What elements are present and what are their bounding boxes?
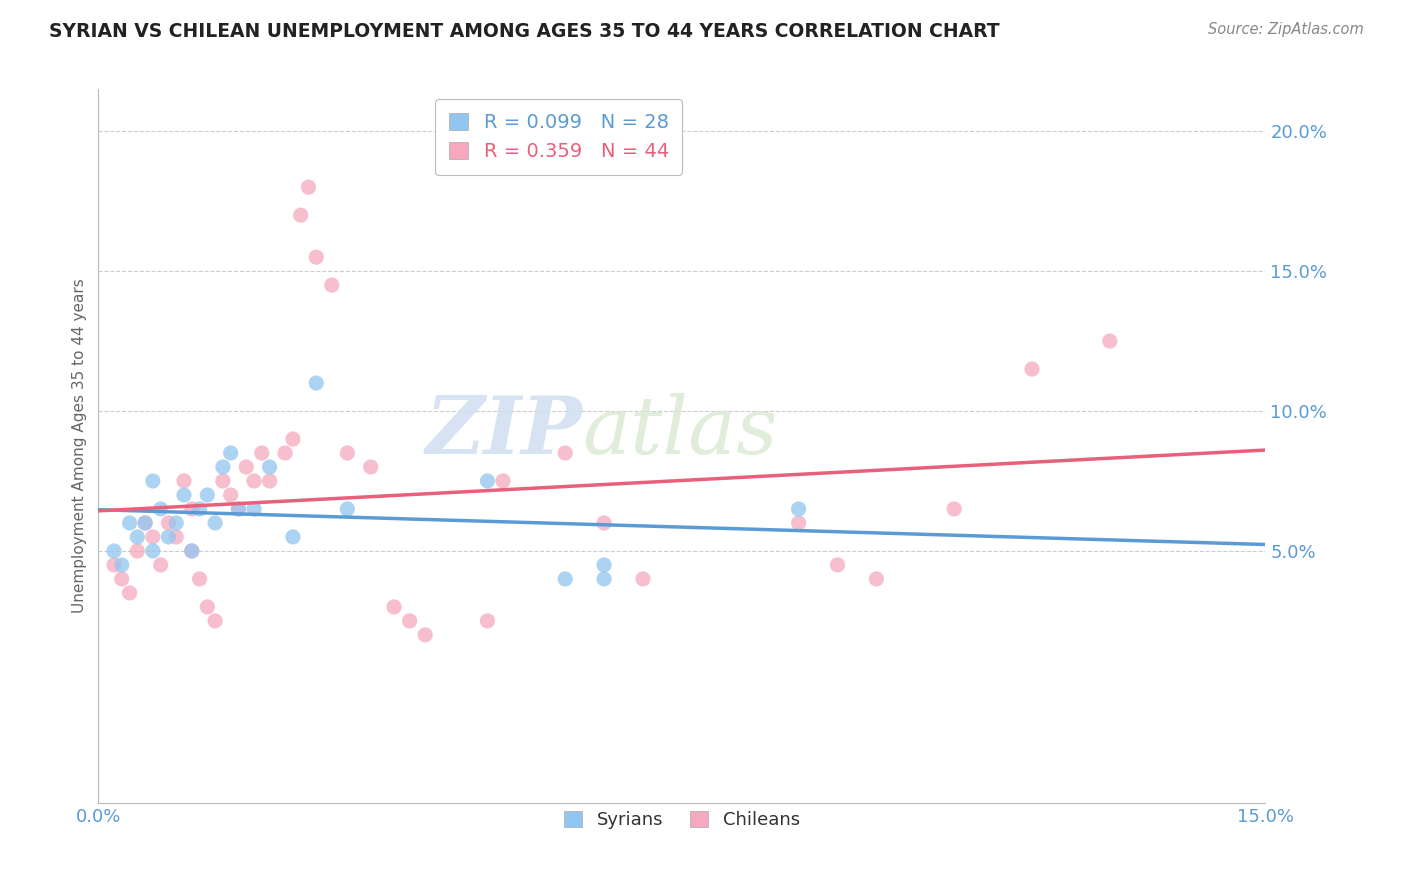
Point <box>281 530 304 544</box>
Point <box>554 446 576 460</box>
Point <box>243 474 266 488</box>
Point <box>149 558 172 572</box>
Point <box>943 502 966 516</box>
Point <box>259 460 281 475</box>
Y-axis label: Unemployment Among Ages 35 to 44 years: Unemployment Among Ages 35 to 44 years <box>72 278 87 614</box>
Point <box>165 516 187 530</box>
Legend: Syrians, Chileans: Syrians, Chileans <box>557 804 807 837</box>
Point <box>111 572 134 586</box>
Point <box>188 572 211 586</box>
Point <box>274 446 297 460</box>
Point <box>477 614 499 628</box>
Point <box>631 572 654 586</box>
Point <box>149 502 172 516</box>
Point <box>593 572 616 586</box>
Point <box>228 502 250 516</box>
Point <box>787 516 810 530</box>
Point <box>157 530 180 544</box>
Point <box>259 474 281 488</box>
Point <box>204 516 226 530</box>
Point <box>173 488 195 502</box>
Point <box>1021 362 1043 376</box>
Point <box>219 488 242 502</box>
Text: atlas: atlas <box>582 393 778 470</box>
Point <box>413 628 436 642</box>
Point <box>127 530 149 544</box>
Point <box>173 474 195 488</box>
Point <box>142 530 165 544</box>
Point <box>180 502 202 516</box>
Point <box>180 544 202 558</box>
Point <box>305 376 328 390</box>
Point <box>103 544 125 558</box>
Point <box>212 474 235 488</box>
Point <box>243 502 266 516</box>
Text: SYRIAN VS CHILEAN UNEMPLOYMENT AMONG AGES 35 TO 44 YEARS CORRELATION CHART: SYRIAN VS CHILEAN UNEMPLOYMENT AMONG AGE… <box>49 22 1000 41</box>
Point <box>195 488 218 502</box>
Point <box>219 446 242 460</box>
Point <box>281 432 304 446</box>
Point <box>235 460 257 475</box>
Point <box>787 502 810 516</box>
Point <box>492 474 515 488</box>
Point <box>360 460 382 475</box>
Point <box>111 558 134 572</box>
Point <box>118 516 141 530</box>
Point <box>204 614 226 628</box>
Point <box>165 530 187 544</box>
Point <box>157 516 180 530</box>
Point <box>305 250 328 264</box>
Point <box>477 474 499 488</box>
Point <box>554 572 576 586</box>
Point <box>212 460 235 475</box>
Point <box>398 614 420 628</box>
Point <box>382 599 405 614</box>
Point <box>593 516 616 530</box>
Point <box>127 544 149 558</box>
Point <box>827 558 849 572</box>
Point <box>118 586 141 600</box>
Point <box>103 558 125 572</box>
Point <box>142 474 165 488</box>
Point <box>865 572 887 586</box>
Point <box>188 502 211 516</box>
Point <box>180 544 202 558</box>
Point <box>290 208 312 222</box>
Point <box>297 180 319 194</box>
Text: Source: ZipAtlas.com: Source: ZipAtlas.com <box>1208 22 1364 37</box>
Point <box>134 516 156 530</box>
Text: ZIP: ZIP <box>426 393 582 470</box>
Point <box>336 446 359 460</box>
Point <box>134 516 156 530</box>
Point <box>195 599 218 614</box>
Point <box>321 278 343 293</box>
Point <box>336 502 359 516</box>
Point <box>250 446 273 460</box>
Point <box>228 502 250 516</box>
Point <box>593 558 616 572</box>
Point <box>1098 334 1121 348</box>
Point <box>142 544 165 558</box>
